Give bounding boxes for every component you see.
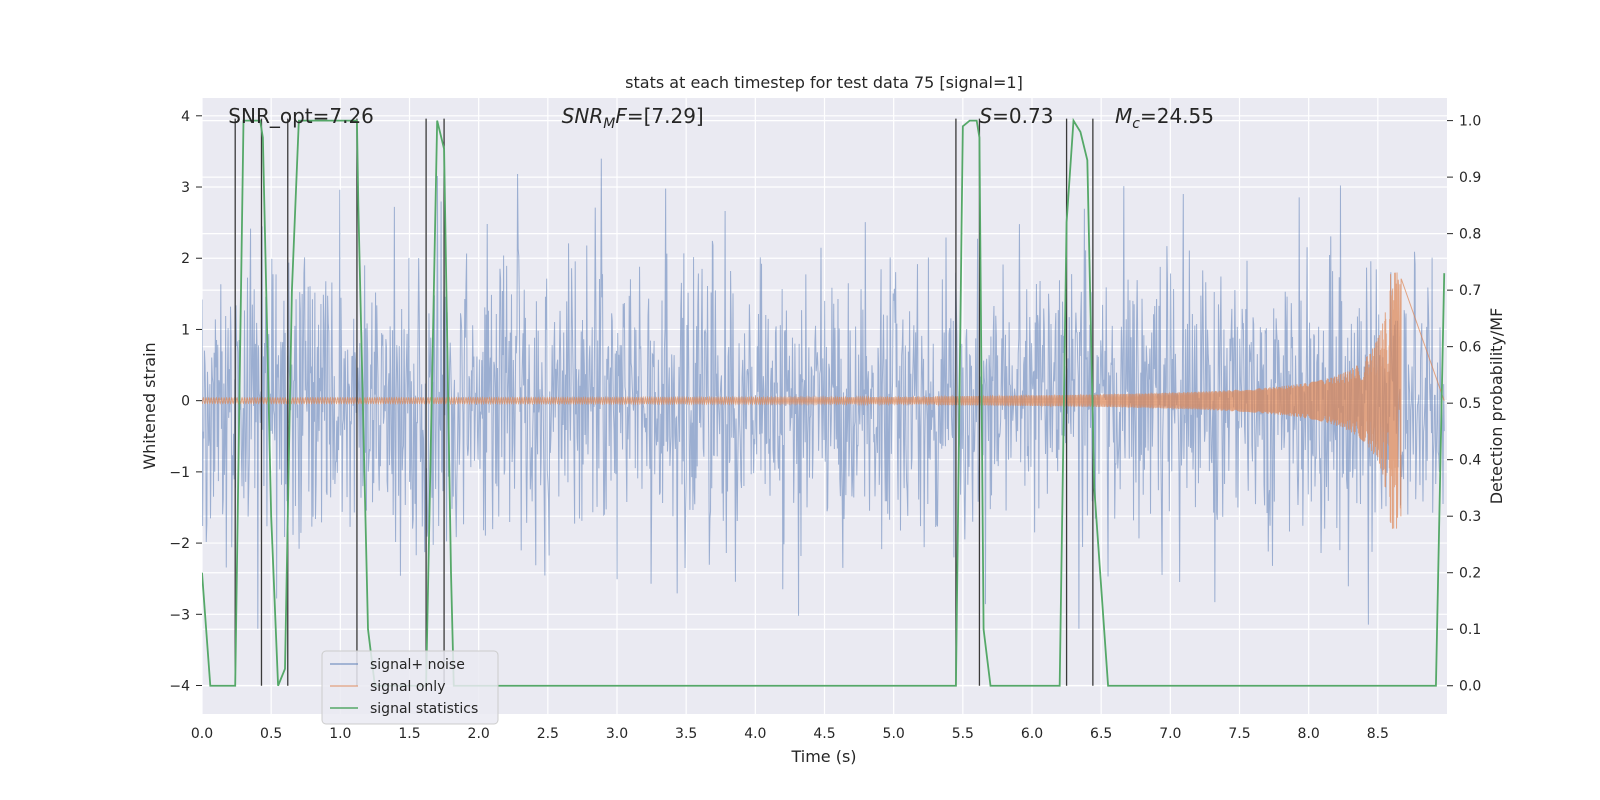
y-tick-right-label: 0.3 bbox=[1459, 509, 1481, 525]
x-tick-label: 0.5 bbox=[260, 726, 282, 742]
x-tick-label: 4.5 bbox=[813, 726, 835, 742]
y-tick-right-label: 0.4 bbox=[1459, 453, 1481, 469]
annotation-part: M bbox=[603, 116, 615, 132]
x-axis-label: Time (s) bbox=[790, 747, 856, 766]
y-tick-right-label: 0.2 bbox=[1459, 566, 1481, 582]
y-tick-right-label: 1.0 bbox=[1459, 114, 1481, 130]
noise-line bbox=[202, 158, 1445, 629]
y-tick-right-label: 0.1 bbox=[1459, 622, 1481, 638]
x-tick-label: 6.5 bbox=[1090, 726, 1112, 742]
x-tick-label: 7.0 bbox=[1159, 726, 1181, 742]
annotation-part: c bbox=[1132, 116, 1140, 132]
series-signal-noise bbox=[202, 158, 1445, 629]
annotation-s-value: S=0.73 bbox=[979, 104, 1053, 128]
y-tick-left-label: −4 bbox=[169, 679, 190, 695]
x-tick-label: 1.5 bbox=[398, 726, 420, 742]
y-tick-left-label: 1 bbox=[181, 322, 190, 338]
y-axis-right-label: Detection probability/MF bbox=[1487, 308, 1506, 505]
x-tick-label: 3.0 bbox=[606, 726, 628, 742]
annotation-part: SNR_opt=7.26 bbox=[228, 104, 374, 128]
annotation-part: SNR bbox=[562, 104, 604, 128]
y-tick-left-label: 0 bbox=[181, 394, 190, 410]
y-tick-left-label: 2 bbox=[181, 251, 190, 267]
y-tick-right-label: 0.0 bbox=[1459, 679, 1481, 695]
legend-label-signal: signal only bbox=[370, 679, 445, 695]
y-axis-right-ticks: 0.0 0.1 0.2 0.3 0.4 0.5 0.6 0.7 0.8 0.9 1.0 bbox=[1447, 114, 1481, 695]
legend-box bbox=[321, 650, 499, 725]
y-tick-left-label: −2 bbox=[169, 536, 190, 552]
series-signal-only bbox=[202, 272, 1445, 529]
x-tick-label: 7.5 bbox=[1228, 726, 1250, 742]
y-tick-right-label: 0.6 bbox=[1459, 340, 1481, 356]
series-signal-statistics bbox=[202, 117, 1446, 687]
x-tick-label: 5.5 bbox=[952, 726, 974, 742]
y-tick-left-label: 3 bbox=[181, 180, 190, 196]
annotation-part: M bbox=[1115, 104, 1132, 128]
annotation-snr-opt: SNR_opt=7.26 bbox=[228, 104, 374, 128]
y-tick-right-label: 0.5 bbox=[1459, 396, 1481, 412]
annotation-chirp-mass: Mc=24.55 bbox=[1115, 104, 1214, 132]
x-tick-label: 4.0 bbox=[744, 726, 766, 742]
x-tick-label: 0.0 bbox=[191, 726, 213, 742]
legend: signal+ noise signal only signal statist… bbox=[321, 650, 499, 725]
y-tick-left-label: −3 bbox=[169, 607, 190, 623]
annotation-part: S bbox=[979, 104, 992, 128]
stats-line bbox=[202, 117, 1446, 687]
x-tick-label: 8.5 bbox=[1367, 726, 1389, 742]
x-axis-ticks: 0.0 0.5 1.0 1.5 2.0 2.5 3.0 3.5 4.0 4.5 5.0 5.5 6.0 6… bbox=[191, 726, 1389, 742]
annotation-part: =[7.29] bbox=[627, 104, 704, 128]
chart-title: stats at each timestep for test data 75 … bbox=[625, 73, 1023, 92]
legend-label-stats: signal statistics bbox=[370, 701, 478, 717]
y-axis-left-ticks: −4 −3 −2 −1 0 1 2 3 4 bbox=[169, 109, 202, 695]
annotations: SNR_opt=7.26 SNRMF=[7.29] S=0.73 Mc=24.55 bbox=[228, 104, 1214, 132]
y-tick-right-label: 0.7 bbox=[1459, 283, 1481, 299]
annotation-part: F bbox=[615, 104, 627, 128]
x-tick-label: 6.0 bbox=[1021, 726, 1043, 742]
x-tick-label: 3.5 bbox=[675, 726, 697, 742]
x-tick-label: 2.0 bbox=[468, 726, 490, 742]
legend-label-noise: signal+ noise bbox=[370, 657, 465, 673]
x-tick-label: 1.0 bbox=[329, 726, 351, 742]
annotation-part: =24.55 bbox=[1140, 104, 1214, 128]
y-tick-right-label: 0.8 bbox=[1459, 227, 1481, 243]
y-tick-right-label: 0.9 bbox=[1459, 170, 1481, 186]
x-tick-label: 8.0 bbox=[1298, 726, 1320, 742]
y-axis-left-label: Whitened strain bbox=[140, 342, 159, 469]
x-tick-label: 2.5 bbox=[537, 726, 559, 742]
annotation-part: =0.73 bbox=[992, 104, 1053, 128]
y-tick-left-label: −1 bbox=[169, 465, 190, 481]
y-tick-left-label: 4 bbox=[181, 109, 190, 125]
annotation-snr-mf: SNRMF=[7.29] bbox=[562, 104, 704, 132]
x-tick-label: 5.0 bbox=[883, 726, 905, 742]
signal-line bbox=[202, 272, 1445, 529]
